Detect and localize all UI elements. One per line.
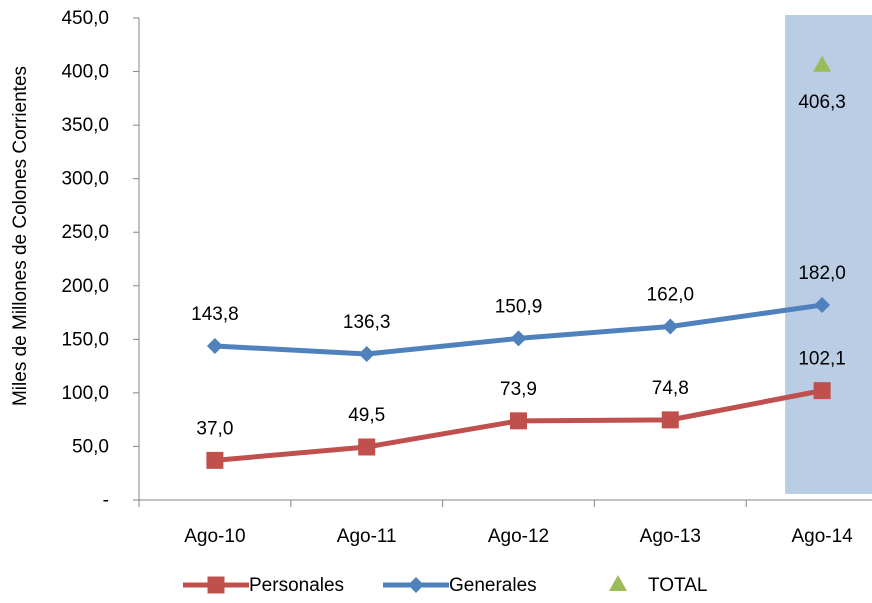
data-point-personales <box>510 412 527 430</box>
data-point-generales <box>814 297 831 314</box>
legend-marker-personales <box>207 576 225 594</box>
legend-marker-generales <box>408 577 424 593</box>
data-point-generales <box>510 330 527 347</box>
y-tick-label: 450,0 <box>61 8 109 29</box>
data-point-total <box>813 55 832 72</box>
data-label: 37,0 <box>196 418 233 439</box>
legend-label: Generales <box>449 575 537 596</box>
y-tick-label: 100,0 <box>61 383 109 404</box>
data-label: 406,3 <box>798 92 846 113</box>
data-label: 73,9 <box>500 379 537 400</box>
x-tick-label: Ago-10 <box>184 526 245 547</box>
data-point-personales <box>206 451 224 469</box>
data-point-personales <box>813 382 831 400</box>
data-label: 49,5 <box>348 405 385 426</box>
data-label: 74,8 <box>652 378 689 399</box>
y-tick-label: 150,0 <box>61 329 109 350</box>
data-label: 143,8 <box>191 304 239 325</box>
data-point-generales <box>662 318 679 335</box>
x-tick-label: Ago-12 <box>488 526 549 547</box>
y-tick-label: 350,0 <box>61 115 109 136</box>
x-tick-label: Ago-13 <box>640 526 701 547</box>
y-tick-label: 200,0 <box>61 276 109 297</box>
data-label: 136,3 <box>343 312 391 333</box>
x-tick-label: Ago-11 <box>337 526 397 547</box>
x-tick-label: Ago-14 <box>791 526 853 547</box>
data-label: 162,0 <box>647 284 695 305</box>
data-label: 150,9 <box>495 296 543 317</box>
data-label: 102,1 <box>798 349 846 370</box>
data-point-personales <box>661 411 679 429</box>
y-tick-label: 250,0 <box>61 222 109 243</box>
y-tick-label: 300,0 <box>61 169 109 190</box>
highlight-band <box>785 15 872 494</box>
data-label: 182,0 <box>798 263 846 284</box>
y-tick-label: 50,0 <box>72 436 109 457</box>
data-point-generales <box>358 346 375 363</box>
y-tick-label: 400,0 <box>61 62 109 83</box>
y-axis-title: Miles de Millones de Colones Corrientes <box>10 66 31 406</box>
y-tick-label: - <box>103 490 109 511</box>
legend-label: TOTAL <box>648 575 707 596</box>
legend-label: Personales <box>249 575 344 596</box>
data-point-generales <box>206 337 223 354</box>
legend-marker-total <box>609 575 627 591</box>
data-point-personales <box>358 438 376 456</box>
